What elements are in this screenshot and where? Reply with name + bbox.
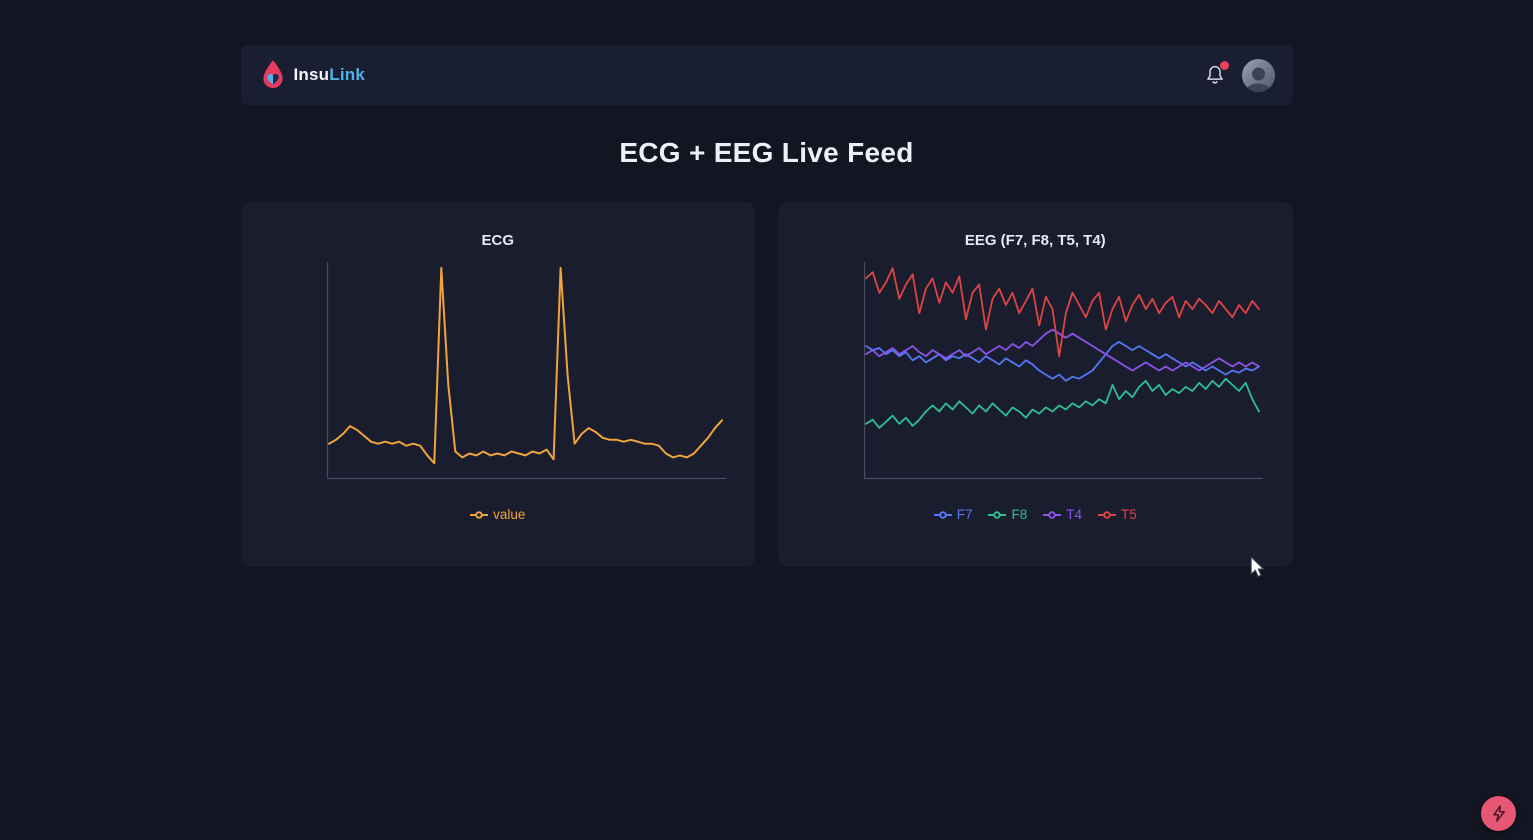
legend-item-f7: F7 [933, 507, 973, 522]
legend-item-value: value [470, 507, 525, 522]
legend-label: value [493, 507, 526, 522]
legend-item-t5: T5 [1098, 507, 1137, 522]
header-right [1204, 58, 1275, 92]
legend-label: F8 [1011, 507, 1028, 522]
eeg-chart-card: EEG (F7, F8, T5, T4) F7 F8 T4 T5 [778, 202, 1293, 567]
notification-badge [1219, 61, 1229, 70]
page-title: ECG + EEG Live Feed [619, 137, 914, 168]
user-avatar[interactable] [1241, 58, 1275, 92]
charts-row: ECG value EEG (F7, F8, T5, T4) F7 F8 T4 T5 [240, 202, 1293, 567]
legend-marker-icon [933, 510, 952, 519]
eeg-chart-legend: F7 F8 T4 T5 [778, 507, 1293, 522]
quick-action-button[interactable] [1481, 796, 1516, 831]
main-container: InsuLink ECG + EEG Live Feed ECG [240, 45, 1293, 567]
lightning-bolt-icon [1492, 805, 1505, 822]
legend-item-f8: F8 [988, 507, 1027, 522]
legend-marker-icon [1098, 510, 1117, 519]
legend-marker-icon [988, 510, 1007, 519]
eeg-chart-title: EEG (F7, F8, T5, T4) [964, 232, 1106, 249]
legend-marker-icon [1043, 510, 1062, 519]
legend-label: T5 [1121, 507, 1137, 522]
droplet-heart-logo-icon [262, 60, 283, 89]
brand-name: InsuLink [294, 65, 366, 85]
brand-name-primary: Insu [293, 65, 330, 84]
ecg-chart-legend: value [241, 507, 756, 522]
brand-name-accent: Link [329, 65, 365, 84]
person-silhouette-icon [1244, 67, 1272, 92]
legend-label: T4 [1066, 507, 1083, 522]
bell-icon [1206, 65, 1223, 84]
legend-label: F7 [956, 507, 973, 522]
ecg-line-chart [326, 262, 726, 480]
notifications-button[interactable] [1204, 61, 1229, 87]
ecg-chart-title: ECG [481, 232, 514, 249]
brand-logo[interactable]: InsuLink [259, 59, 366, 91]
ecg-chart-card: ECG value [240, 202, 756, 567]
app-header: InsuLink [240, 45, 1293, 105]
legend-marker-icon [470, 510, 489, 519]
legend-item-t4: T4 [1043, 507, 1082, 522]
eeg-line-chart [863, 262, 1263, 480]
